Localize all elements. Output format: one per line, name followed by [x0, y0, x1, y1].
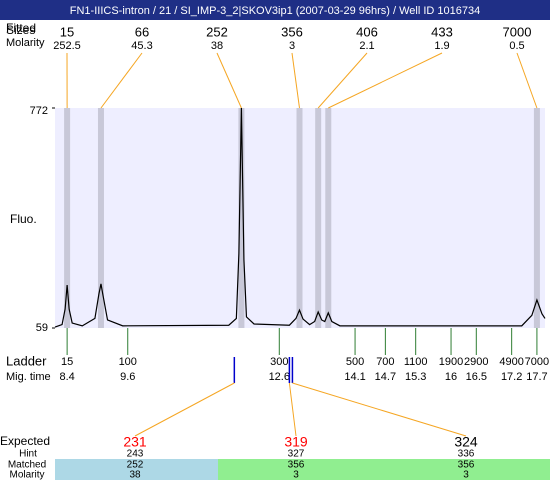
mig-time-label: Mig. time [6, 371, 51, 383]
matched-band [380, 459, 550, 480]
matched-label: Matched [8, 460, 46, 471]
peak-band [296, 108, 303, 328]
molarity-value: 3 [293, 470, 299, 480]
ladder-time: 17.7 [526, 371, 547, 383]
matched-value: 356 [288, 460, 305, 471]
peak-molarity: 2.1 [359, 40, 374, 52]
trace [54, 107, 546, 328]
ladder-time: 9.6 [120, 371, 135, 383]
peak-band [238, 108, 245, 328]
peak-size: 433 [431, 24, 453, 39]
y-tick-label: 772 [30, 105, 48, 117]
marker-connector [288, 382, 297, 437]
peak-molarity: 45.3 [131, 40, 152, 52]
sizes-label: Sizes [6, 23, 35, 37]
peak-band [533, 108, 540, 328]
title-bar [0, 0, 550, 20]
peak-molarity: 38 [211, 40, 223, 52]
matched-band [55, 459, 218, 480]
molarity-value: 3 [463, 470, 469, 480]
ladder-time: 16.5 [466, 371, 487, 383]
peak-band [315, 108, 322, 328]
peak-size: 7000 [503, 24, 532, 39]
peak-band [64, 108, 71, 328]
ladder-time: 14.1 [344, 371, 365, 383]
expected-value: 231 [123, 434, 147, 450]
expected-value: 319 [284, 434, 308, 450]
ladder-time: 8.4 [59, 371, 74, 383]
molarity-value: 38 [129, 470, 141, 480]
peak-size: 406 [356, 24, 378, 39]
ladder-size: 300 [270, 356, 288, 368]
peak-size: 356 [281, 24, 303, 39]
molarity-bottom-label: Molarity [9, 470, 44, 480]
peak-band [325, 108, 332, 328]
peak-connector [317, 52, 368, 109]
peak-size: 252 [206, 24, 228, 39]
matched-value: 356 [458, 460, 475, 471]
ladder-size: 4900 [499, 356, 523, 368]
hint-value: 336 [458, 449, 475, 460]
peak-molarity: 0.5 [509, 40, 524, 52]
peak-size: 15 [60, 24, 74, 39]
ladder-size: 100 [119, 356, 137, 368]
title: FN1-IIICS-intron / 21 / SI_IMP-3_2|SKOV3… [70, 5, 480, 17]
peak-connector [328, 52, 443, 109]
peak-size: 66 [135, 24, 149, 39]
peak-connector [291, 52, 300, 109]
ladder-size: 500 [346, 356, 364, 368]
ladder-size: 1100 [404, 356, 428, 368]
ladder-size: 15 [61, 356, 73, 368]
peak-molarity: 3 [289, 40, 295, 52]
ladder-time: 14.7 [375, 371, 396, 383]
hint-value: 243 [127, 449, 144, 460]
ladder-time: 17.2 [501, 371, 522, 383]
peak-molarity: 252.5 [53, 40, 81, 52]
marker-connector [134, 382, 235, 437]
y-tick-label: 59 [36, 322, 48, 334]
hint-label: Hint [19, 449, 37, 460]
ladder-label: Ladder [6, 353, 47, 368]
marker-connector [292, 382, 467, 437]
hint-value: 327 [288, 449, 305, 460]
peak-molarity: 1.9 [434, 40, 449, 52]
fitted-label: Fitted [6, 21, 36, 35]
matched-band [218, 459, 380, 480]
peak-connector [516, 52, 538, 109]
ladder-time: 16 [445, 371, 457, 383]
expected-value: 324 [454, 434, 478, 450]
expected-label: Expected [0, 434, 50, 448]
peak-connector [216, 52, 242, 109]
peak-band [97, 108, 104, 328]
ladder-size: 2900 [464, 356, 488, 368]
y-label: Fluo. [10, 212, 37, 226]
matched-value: 252 [127, 460, 144, 471]
peak-connector [100, 52, 143, 109]
ladder-size: 700 [376, 356, 394, 368]
ladder-size: 1900 [439, 356, 463, 368]
molarity-label: Molarity [6, 37, 45, 49]
ladder-time: 15.3 [405, 371, 426, 383]
ladder-size: 7000 [525, 356, 549, 368]
ladder-time: 12.6 [269, 371, 290, 383]
